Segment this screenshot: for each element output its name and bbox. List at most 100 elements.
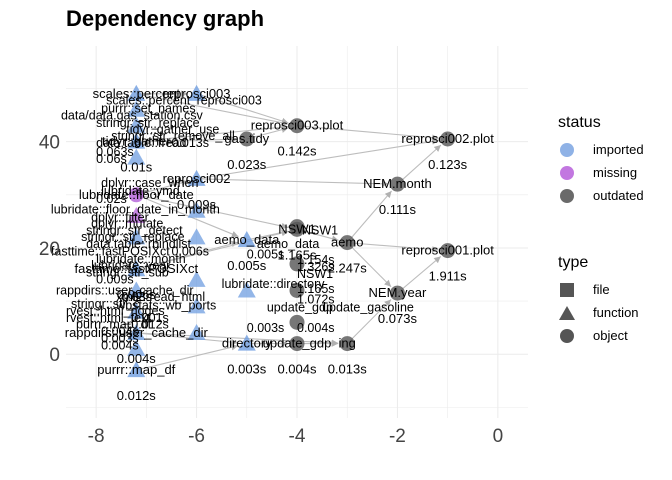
function-node-triangle [127,323,146,340]
node-label: gas.tidy [224,131,269,146]
node-time-label: 0.003s [227,362,267,377]
circle-icon [560,328,574,343]
overlap-label: lubridate::month [96,252,186,266]
overlap-label: 0.03s [121,290,152,304]
status-legend: status imported missing outdated [558,114,644,207]
node-time-label: 0.023s [227,157,267,172]
overlap-label: lubridate::year [91,259,170,273]
node-time-label: 0.013s [328,362,368,377]
x-tick-label: -6 [188,426,205,447]
dependency-edge [196,93,289,125]
overlap-label: 0.006s [171,244,209,258]
function-node-triangle [187,323,206,340]
x-tick-label: -2 [389,426,406,447]
dependency-edge [136,194,239,238]
triangle-icon [559,305,575,320]
overlap-label: fasttime::fastPOSIXct [51,244,170,258]
overlap-label: scales::percent [106,93,191,107]
function-node-triangle [187,270,206,287]
overlap-label: NSW1 [297,267,333,281]
overlap-label: 0.004s [297,321,335,335]
overlap-label: tidyr::gather_use [126,123,219,137]
function-node-triangle [187,297,206,314]
node-label: reprosci003.plot [251,118,344,133]
overlap-label: 0.02s [96,192,127,206]
overlap-label: lubridate::ymd [101,184,180,198]
overlap-label: 0.003s [247,321,285,335]
overlap-label: purrr::map_df [76,318,152,332]
type-legend-title: type [558,254,589,271]
node-label: update_gdp [263,336,332,351]
dependency-edge [196,178,389,188]
node-label: directory [222,336,272,351]
overlap-label: wbstats::wb_ports [115,299,216,313]
node-label: scales::percent [93,86,181,101]
overlap-label: update_gasoline [322,301,414,315]
overlap-label: 0.06s [96,152,127,166]
node-time-label: 1.911s [429,269,468,284]
node-time-label: 0.012s [117,388,157,403]
overlap-label: dplyr::mutate [91,217,163,231]
object-node-circle [289,282,305,298]
overlap-label: stringr::str_sub [86,266,169,280]
overlap-label: 0.005s [247,248,285,262]
object-node-circle [289,336,305,352]
square-icon [560,282,574,297]
node-label: NEM.year [369,285,427,300]
edges [136,90,442,371]
function-node-triangle [127,116,146,133]
overlap-label: data.table::rbindlist [86,237,191,251]
overlap-label: 1.154s [297,253,335,267]
dependency-edge [346,190,392,243]
object-node-circle [440,243,456,259]
dependency-edge [136,179,189,196]
dependency-edge [346,299,392,344]
node-time-label: 0.006s [117,287,157,302]
overlap-label: 1.326s [297,260,335,274]
overlap-label: purrr::set_names [101,101,195,115]
dependency-edge [397,255,442,294]
node-time-label: 0.142s [277,144,317,159]
node-label: reprosci002 [163,171,231,186]
node-label: ing [339,336,356,351]
function-node-triangle [127,302,146,319]
function-node-triangle [127,207,146,224]
dependency-graph-plot: reprosci003.plot 0.142s reprosci002.plot 0.… [39,46,528,447]
outdated-swatch-icon [560,188,574,203]
object-node-circle [389,176,405,192]
overlap-label: aemo_data [257,237,320,251]
legend-item-file: file [558,278,639,301]
dependency-edge [136,344,239,371]
missing-swatch-icon [560,165,574,180]
function-node-triangle [127,84,146,101]
overlap-label: dplyr::case_when [101,176,198,190]
overlap-label: 0.012s [131,318,169,332]
legend-item-imported: imported [558,138,644,161]
node-label: purrr::map_df [97,362,175,377]
overlap-label: xml2::read_html [116,290,205,304]
dependency-edge [296,125,439,141]
nodes [127,84,456,378]
object-node-circle [289,118,305,134]
node-time-label: 2.247s [328,261,368,276]
node-time-label: 1.165s [277,247,317,262]
overlap-label: data.table::fread [96,136,186,150]
dependency-edge [347,242,439,253]
y-tick-label: 20 [39,239,60,260]
node-label: NSW1 [278,221,316,236]
node-label: reprosci003 [163,86,231,101]
overlap-label: lubridate::directory [222,277,326,291]
overlap-label: lubridate::floor_date_in_month [51,202,220,216]
x-tick-label: -4 [289,426,306,447]
node-time-label: 0.009s [177,197,217,212]
node-time-label: 0.01s [120,160,152,175]
overlap-label: data/data.gas_station.csv [61,108,204,122]
x-tick-label: 0 [493,426,504,447]
node-time-label: 0.004s [117,351,157,366]
overlap-label: 1.072s [297,293,335,307]
type-legend: type file function object [558,254,639,347]
node-time-label: 0.123s [428,157,468,172]
node-label: aemo [331,235,364,250]
node-time-label: 0.073s [378,311,418,326]
object-node-circle [239,131,255,147]
